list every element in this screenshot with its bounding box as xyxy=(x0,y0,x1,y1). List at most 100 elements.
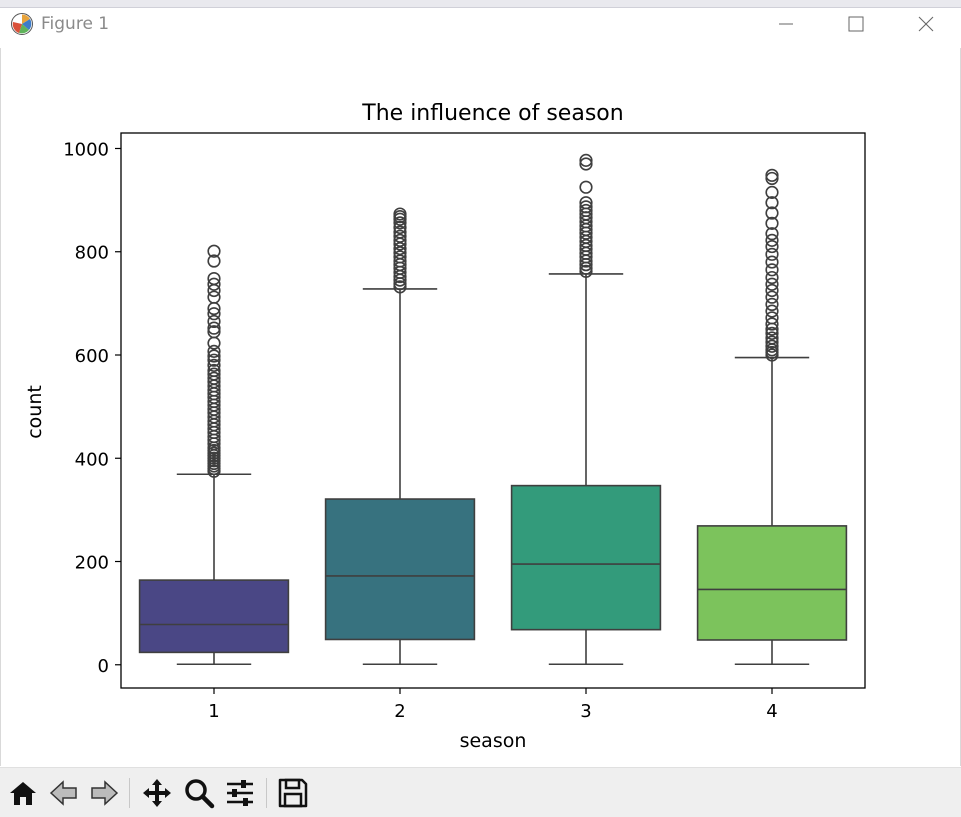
outlier-point xyxy=(765,331,779,345)
boxes-layer xyxy=(138,153,848,666)
outlier-point xyxy=(765,168,779,182)
y-tick-label: 200 xyxy=(75,553,109,574)
box-season-2 xyxy=(324,207,476,666)
back-arrow-icon xyxy=(49,780,77,806)
outlier-point xyxy=(207,244,221,258)
iqr-box xyxy=(138,579,290,654)
outlier-point xyxy=(393,250,407,264)
y-tick-label: 400 xyxy=(75,449,109,470)
outlier-point xyxy=(579,200,593,214)
figure-canvas: The influence of season 0 200 400 600 800 100… xyxy=(24,101,866,752)
outlier-point xyxy=(207,358,221,372)
maximize-icon xyxy=(848,16,864,32)
outlier-point xyxy=(207,363,221,378)
home-icon xyxy=(10,782,36,805)
configure-subplots-button[interactable] xyxy=(222,776,258,810)
outlier-point xyxy=(579,196,593,210)
outlier-point xyxy=(207,277,221,291)
outlier-point xyxy=(765,311,779,325)
axes-frame xyxy=(120,132,866,689)
outlier-point xyxy=(765,247,779,261)
zoom-button[interactable] xyxy=(181,776,217,810)
outlier-point xyxy=(765,206,779,220)
outlier-point xyxy=(207,290,221,304)
outlier-point xyxy=(579,180,593,194)
window-titlebar: Figure 1 xyxy=(0,0,961,48)
maximize-button[interactable] xyxy=(836,8,876,40)
matplotlib-logo-icon xyxy=(10,12,34,36)
outlier-point xyxy=(765,263,779,277)
chart-title: The influence of season xyxy=(361,101,623,126)
y-tick-label: 1000 xyxy=(63,139,109,160)
outlier-point xyxy=(765,277,779,291)
y-axis: 0 200 400 600 800 1000 xyxy=(63,139,121,677)
x-axis: 1 2 3 4 xyxy=(208,688,778,722)
x-tick-label: 2 xyxy=(394,701,405,722)
outlier-point xyxy=(765,339,779,353)
window-title: Figure 1 xyxy=(41,14,110,34)
back-button[interactable] xyxy=(46,776,82,810)
box-season-4 xyxy=(696,168,848,666)
outlier-point xyxy=(207,314,221,329)
pan-button[interactable] xyxy=(139,776,175,810)
outlier-point xyxy=(393,207,407,221)
outlier-point xyxy=(207,367,221,381)
outlier-point xyxy=(393,225,407,239)
outlier-point xyxy=(207,321,221,335)
save-disk-icon xyxy=(278,778,308,808)
minimize-icon xyxy=(779,23,793,25)
outlier-point xyxy=(765,233,779,247)
outlier-point xyxy=(765,255,779,269)
box-season-1 xyxy=(138,244,290,666)
forward-button[interactable] xyxy=(86,776,122,810)
y-axis-label: count xyxy=(24,385,46,439)
iqr-box xyxy=(324,498,476,641)
outlier-point xyxy=(765,283,779,298)
outlier-point xyxy=(393,216,407,230)
outlier-point xyxy=(765,304,779,318)
outlier-point xyxy=(579,203,593,218)
x-axis-label: season xyxy=(460,730,527,752)
outlier-point xyxy=(393,229,407,243)
zoom-magnifier-icon xyxy=(185,779,215,809)
save-button[interactable] xyxy=(275,776,311,810)
outlier-point xyxy=(765,216,779,230)
outlier-point xyxy=(207,344,221,358)
x-tick-label: 3 xyxy=(580,701,591,722)
outlier-point xyxy=(765,185,779,199)
close-button[interactable] xyxy=(906,8,946,40)
outlier-point xyxy=(765,227,779,241)
x-tick-label: 1 xyxy=(208,701,219,722)
minimize-button[interactable] xyxy=(766,8,806,40)
x-tick-label: 4 xyxy=(766,701,777,722)
outlier-point xyxy=(207,271,221,286)
iqr-box xyxy=(510,484,662,631)
outlier-point xyxy=(207,325,221,339)
outlier-point xyxy=(207,307,221,321)
y-tick-label: 0 xyxy=(98,656,109,677)
outlier-point xyxy=(207,349,221,363)
outlier-point xyxy=(765,297,779,312)
toolbar-separator xyxy=(266,778,267,808)
outlier-point xyxy=(765,317,779,331)
outlier-point xyxy=(765,335,779,349)
y-tick-label: 800 xyxy=(75,243,109,264)
outlier-point xyxy=(393,233,407,247)
navigation-toolbar xyxy=(0,767,961,817)
iqr-box xyxy=(696,525,848,641)
pan-move-icon xyxy=(143,779,171,807)
outlier-point xyxy=(207,336,221,350)
outlier-point xyxy=(765,239,779,254)
y-tick-label: 600 xyxy=(75,346,109,367)
outlier-point xyxy=(579,153,593,167)
outlier-point xyxy=(765,270,779,285)
box-season-3 xyxy=(510,153,662,666)
outlier-point xyxy=(207,371,221,385)
home-button[interactable] xyxy=(5,776,41,810)
background-taskbar-strip xyxy=(0,0,961,8)
configure-subplots-icon xyxy=(227,780,253,806)
close-icon xyxy=(918,16,934,32)
outlier-point xyxy=(765,290,779,304)
outlier-point xyxy=(765,326,779,340)
outlier-point xyxy=(765,196,779,210)
